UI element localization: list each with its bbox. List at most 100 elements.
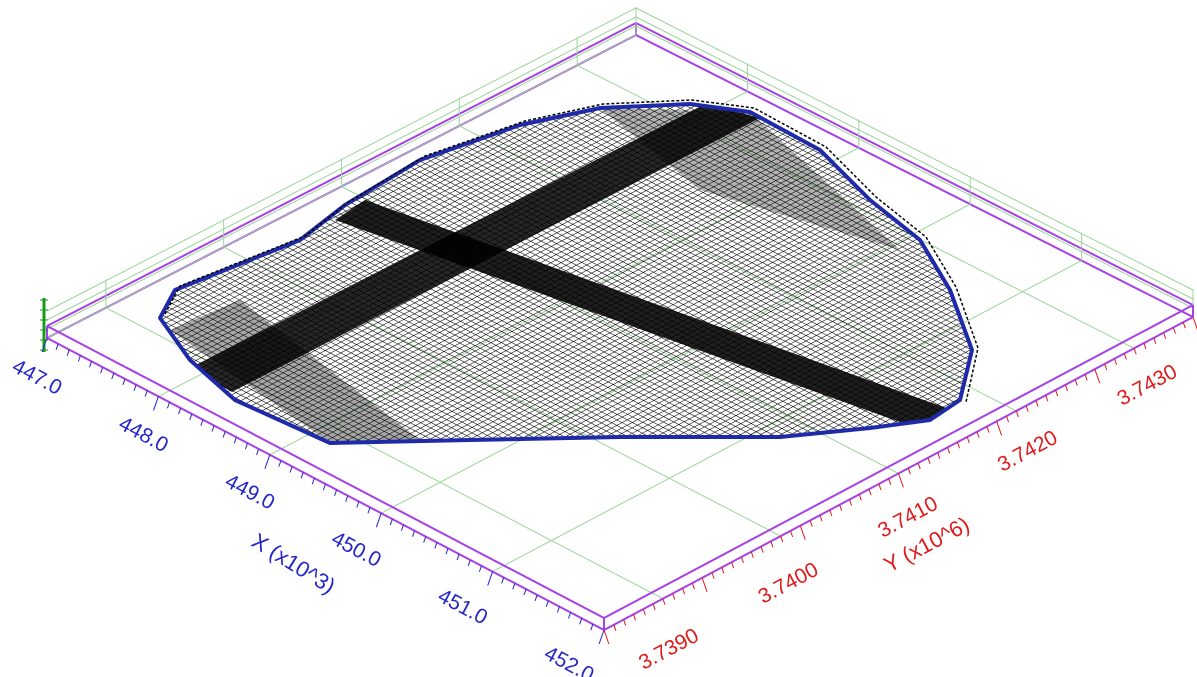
mesh-line xyxy=(381,199,971,443)
mesh-line xyxy=(528,104,972,383)
mesh-line xyxy=(300,157,890,443)
mesh-line xyxy=(335,176,925,443)
mesh-line xyxy=(160,304,669,443)
x-tick xyxy=(66,349,70,356)
mesh-line xyxy=(550,104,972,372)
y-tick xyxy=(750,551,754,558)
x-tick xyxy=(178,407,182,415)
mesh-line xyxy=(250,233,808,443)
mesh-line xyxy=(160,104,687,365)
x-tick xyxy=(278,460,282,467)
y-tick xyxy=(1182,322,1186,329)
refined-band xyxy=(335,200,972,440)
x-tick xyxy=(590,623,594,631)
mesh-line xyxy=(571,104,972,361)
mesh-line xyxy=(406,213,972,443)
mesh-line xyxy=(186,266,744,443)
mesh-line xyxy=(196,260,755,443)
mesh-line xyxy=(396,207,972,443)
mesh-line xyxy=(360,189,951,443)
y-tick xyxy=(1123,353,1127,360)
x-tick xyxy=(122,378,126,386)
y-tick xyxy=(839,504,843,511)
y-tick xyxy=(632,614,637,621)
mesh-shade xyxy=(600,108,900,250)
x-tick xyxy=(153,396,159,411)
mesh-line xyxy=(432,139,972,432)
y-tick xyxy=(976,431,980,438)
z-axis-marker xyxy=(40,298,48,352)
mesh-line xyxy=(234,241,792,443)
y-tick xyxy=(1064,384,1068,391)
mesh-line xyxy=(160,288,701,443)
x-tick xyxy=(467,559,471,567)
mesh-line xyxy=(207,255,765,443)
mesh-boundary-outer xyxy=(164,99,979,403)
y-tick xyxy=(809,520,813,527)
mesh-line xyxy=(244,235,803,443)
x-tick xyxy=(400,524,404,532)
mesh-line xyxy=(475,117,972,410)
mesh-line xyxy=(507,266,972,443)
y-tick xyxy=(613,624,617,631)
grid-line xyxy=(635,25,1194,309)
y-tick xyxy=(1104,363,1108,371)
mesh-line xyxy=(160,282,712,443)
mesh-line xyxy=(497,261,972,443)
grid-line xyxy=(46,16,637,321)
x-tick xyxy=(523,588,527,596)
mesh-line xyxy=(534,104,972,380)
x-tick xyxy=(501,577,505,584)
y-tick xyxy=(1143,342,1147,350)
x-tick xyxy=(311,477,315,485)
x-tick xyxy=(579,618,583,625)
mesh-line xyxy=(175,271,733,443)
mesh-line xyxy=(517,271,972,443)
mesh-line xyxy=(315,165,905,443)
x-tick xyxy=(534,594,538,602)
mesh-line xyxy=(502,263,972,443)
x-tick-label: 452.0 xyxy=(540,642,597,677)
mesh-line xyxy=(482,253,972,443)
y-tick xyxy=(1025,405,1029,412)
mesh-line xyxy=(560,104,972,366)
mesh-line xyxy=(436,229,972,443)
mesh-line xyxy=(350,184,940,443)
mesh-line xyxy=(507,104,972,394)
mesh-line xyxy=(485,111,972,405)
y-tick xyxy=(1094,369,1101,384)
y-tick xyxy=(662,598,666,605)
y-tick xyxy=(888,478,892,485)
mesh-line xyxy=(469,120,972,413)
mesh-line xyxy=(218,249,776,443)
mesh-line xyxy=(512,104,972,391)
y-tick xyxy=(819,515,823,522)
grid-line xyxy=(46,7,637,312)
x-tick xyxy=(133,384,137,391)
mesh-line xyxy=(212,252,771,443)
y-tick xyxy=(1035,400,1039,407)
y-tick xyxy=(1113,358,1118,365)
y-tick xyxy=(701,577,708,592)
y-tick xyxy=(848,499,852,506)
y-tick xyxy=(927,457,931,465)
mesh-line xyxy=(164,277,722,443)
x-tick xyxy=(356,501,360,508)
y-tick xyxy=(1172,327,1176,334)
mesh-shade xyxy=(170,300,420,443)
mesh-line xyxy=(523,104,972,386)
mesh-line xyxy=(160,307,664,443)
mesh-line xyxy=(180,268,738,443)
y-tick xyxy=(1074,379,1078,386)
x-tick xyxy=(389,518,393,526)
mesh-line xyxy=(426,223,972,443)
x-tick xyxy=(289,466,293,473)
y-tick-label: 3.7430 xyxy=(1113,360,1181,410)
x-tick xyxy=(423,536,427,543)
y-tick xyxy=(858,494,862,501)
mesh-line xyxy=(453,128,972,421)
mesh-line xyxy=(287,213,846,443)
mesh-line xyxy=(443,133,972,427)
x-tick-label: 449.0 xyxy=(221,470,278,515)
mesh-line xyxy=(310,162,900,443)
